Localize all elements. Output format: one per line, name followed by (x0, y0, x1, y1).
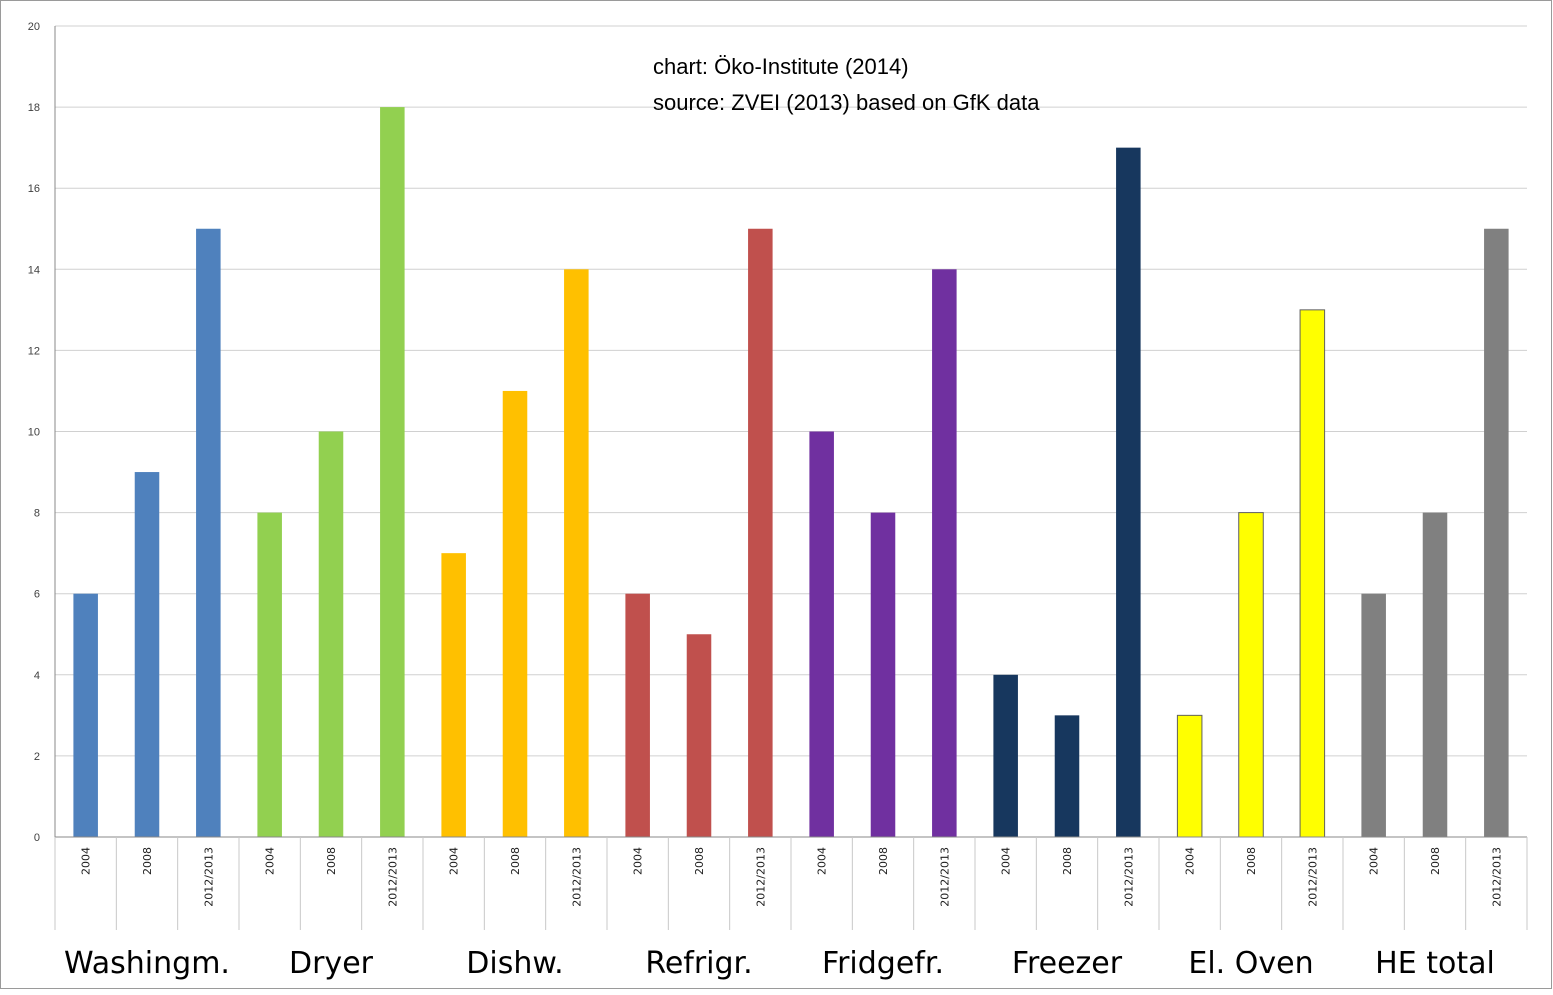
bar-fridgefr-2008 (870, 512, 896, 837)
y-tick-label: 14 (28, 264, 40, 276)
bar-freezer-2004 (993, 674, 1018, 837)
x-tick-label: 2012/2013 (1122, 847, 1135, 907)
x-tick-label: 2008 (693, 847, 706, 875)
bar-dishw-2004 (441, 553, 466, 837)
bar-washingm-2012-2013 (196, 228, 221, 837)
group-label: El. Oven (1188, 946, 1313, 981)
bar-he-total-2012-2013 (1484, 228, 1509, 837)
group-label: Dryer (289, 946, 374, 981)
group-label: HE total (1375, 946, 1495, 981)
bar-dishw-2008 (502, 390, 528, 837)
y-tick-label: 20 (28, 21, 40, 33)
bar-fridgefr-2004 (809, 431, 834, 837)
bar-dryer-2012-2013 (380, 107, 405, 838)
group-label: Washingm. (64, 946, 230, 981)
bar-el-oven-2008 (1238, 512, 1264, 838)
y-tick-label: 8 (34, 508, 40, 520)
bar-refrigr-2012-2013 (748, 228, 773, 837)
x-tick-label: 2008 (1245, 847, 1258, 875)
bar-dishw-2012-2013 (564, 269, 589, 837)
x-tick-label: 2008 (877, 847, 890, 875)
y-tick-label: 2 (34, 751, 40, 763)
bar-dryer-2004 (257, 512, 282, 837)
x-tick-label: 2004 (448, 847, 461, 875)
bar-refrigr-2004 (625, 593, 650, 837)
bar-el-oven-2004 (1176, 714, 1203, 838)
x-tick-label: 2012/2013 (1490, 847, 1503, 907)
bar-refrigr-2008 (686, 634, 712, 837)
y-tick-label: 6 (34, 589, 40, 601)
x-tick-label: 2012/2013 (202, 847, 215, 907)
bar-dryer-2008 (318, 431, 344, 837)
x-tick-label: 2012/2013 (386, 847, 399, 907)
annotation-line-2: source: ZVEI (2013) based on GfK data (653, 90, 1040, 115)
group-label: Refrigr. (645, 946, 752, 981)
x-tick-label: 2012/2013 (938, 847, 951, 907)
y-tick-label: 16 (28, 183, 40, 195)
y-tick-label: 18 (28, 102, 40, 114)
bar-he-total-2008 (1422, 512, 1448, 837)
x-tick-label: 2008 (1061, 847, 1074, 875)
y-tick-label: 4 (34, 670, 40, 682)
x-tick-label: 2012/2013 (570, 847, 583, 907)
group-label: Freezer (1012, 946, 1123, 981)
x-tick-label: 2004 (1368, 847, 1381, 875)
x-tick-label: 2004 (632, 847, 645, 875)
x-tick-label: 2004 (1000, 847, 1013, 875)
bar-washingm-2004 (73, 593, 98, 837)
bar-freezer-2008 (1054, 715, 1080, 837)
y-tick-label: 10 (28, 427, 40, 439)
y-tick-label: 0 (34, 832, 40, 844)
x-tick-label: 2008 (1429, 847, 1442, 875)
y-tick-label: 12 (28, 345, 40, 357)
bar-el-oven-2012-2013 (1299, 309, 1326, 838)
x-tick-label: 2008 (509, 847, 522, 875)
x-tick-label: 2012/2013 (754, 847, 767, 907)
bar-he-total-2004 (1361, 593, 1386, 837)
x-tick-label: 2012/2013 (1306, 847, 1319, 907)
x-tick-label: 2004 (80, 847, 93, 875)
annotation-line-1: chart: Öko-Institute (2014) (653, 54, 909, 79)
x-tick-label: 2008 (325, 847, 338, 875)
x-tick-label: 2008 (141, 847, 154, 875)
bar-freezer-2012-2013 (1116, 147, 1141, 837)
x-tick-label: 2004 (264, 847, 277, 875)
group-label: Dishw. (466, 946, 563, 981)
bar-washingm-2008 (134, 472, 160, 837)
x-tick-label: 2004 (1184, 847, 1197, 875)
bar-fridgefr-2012-2013 (932, 269, 957, 837)
group-label: Fridgefr. (822, 946, 944, 981)
x-tick-label: 2004 (816, 847, 829, 875)
